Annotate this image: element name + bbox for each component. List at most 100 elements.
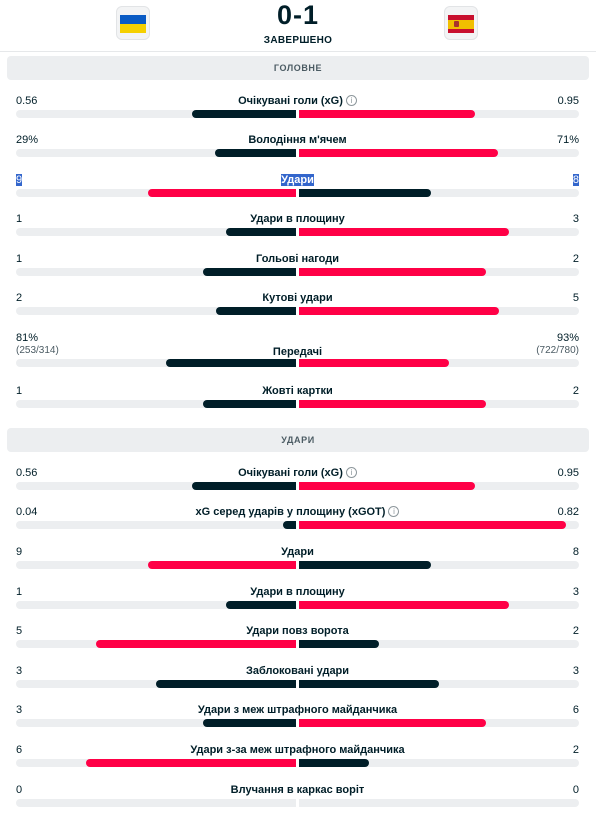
home-bar-fill — [202, 719, 296, 727]
away-value-text: 3 — [572, 213, 579, 225]
stat-comparison-bars — [16, 359, 579, 367]
stat-label: Удари в площину — [16, 213, 579, 225]
stat-label: Удари — [16, 546, 579, 558]
away-bar-fill — [299, 521, 566, 529]
stat-comparison-bars — [16, 110, 579, 118]
home-stat-value: 0 — [16, 784, 22, 796]
stat-label-text: Жовті картки — [262, 385, 333, 397]
info-icon[interactable]: i — [345, 95, 357, 106]
home-bar-fill — [165, 359, 296, 367]
stat-comparison-bars — [16, 482, 579, 490]
away-bar-track — [299, 359, 579, 367]
home-value-text: 1 — [16, 253, 23, 265]
away-bar-fill — [299, 149, 498, 157]
away-value-text: 71% — [556, 134, 579, 146]
away-bar-track — [299, 798, 579, 807]
home-value-text: 29% — [16, 134, 39, 146]
away-stat-value: 2 — [573, 253, 579, 265]
away-stat-value: 5 — [573, 292, 579, 304]
stat-row[interactable]: 1 2 Жовті картки — [16, 385, 579, 411]
info-icon[interactable]: i — [345, 467, 357, 478]
stat-comparison-bars — [16, 759, 579, 767]
home-bar-track — [16, 798, 296, 807]
away-value-text: 2 — [572, 625, 579, 637]
home-bar-fill — [282, 521, 296, 529]
home-stat-value: 1 — [16, 385, 22, 397]
away-stat-value: 3 — [573, 665, 579, 677]
away-stat-value: 3 — [573, 213, 579, 225]
home-bar-fill — [156, 680, 296, 688]
away-bar-fill — [299, 719, 486, 727]
stat-row[interactable]: 6 2 Удари з-за меж штрафного майданчика — [16, 744, 579, 770]
away-value-text: 6 — [572, 704, 579, 716]
away-value-text: 5 — [572, 292, 579, 304]
away-stat-value: 93% (722/780) — [536, 332, 579, 356]
home-value-text: 1 — [16, 213, 23, 225]
stat-comparison-bars — [16, 601, 579, 609]
stat-row[interactable]: 29% 71% Володіння м'ячем — [16, 134, 579, 160]
home-bar-track — [16, 110, 296, 118]
stat-row[interactable]: 0 0 Влучання в каркас воріт — [16, 784, 579, 810]
home-bar-track — [16, 307, 296, 315]
stat-row[interactable]: 0.56 0.95 Очікувані голи (xG) i — [16, 467, 579, 493]
home-bar-track — [16, 521, 296, 529]
match-score: 0-1 — [276, 0, 320, 30]
away-bar-fill — [299, 268, 486, 276]
away-bar-fill — [299, 561, 431, 569]
home-bar-track — [16, 759, 296, 767]
info-icon[interactable]: i — [388, 506, 400, 517]
stat-comparison-bars — [16, 719, 579, 727]
away-bar-track — [299, 307, 579, 315]
stat-label: Очікувані голи (xG) i — [16, 467, 579, 479]
home-bar-fill — [192, 482, 296, 490]
home-bar-fill — [147, 561, 296, 569]
stat-comparison-bars — [16, 798, 579, 807]
stat-row[interactable]: 1 3 Удари в площину — [16, 586, 579, 612]
stat-row[interactable]: 1 2 Гольові нагоди — [16, 253, 579, 279]
away-bar-track — [299, 110, 579, 118]
stat-label: Влучання в каркас воріт — [16, 784, 579, 796]
home-bar-track — [16, 719, 296, 727]
home-bar-track — [16, 268, 296, 276]
stat-label-text: Удари в площину — [250, 213, 345, 225]
stat-comparison-bars — [16, 189, 579, 197]
away-bar-track — [299, 228, 579, 236]
stat-label: Передачі — [16, 346, 579, 358]
stat-row[interactable]: 9 8 Удари — [16, 174, 579, 200]
home-value-text: 1 — [16, 385, 23, 397]
away-stat-value: 8 — [573, 546, 579, 558]
stat-row[interactable]: 0.04 0.82 xG серед ударів у площину (xGOT)… — [16, 506, 579, 532]
section-header: ГОЛОВНЕ — [7, 56, 589, 80]
stat-row[interactable]: 1 3 Удари в площину — [16, 213, 579, 239]
stat-row[interactable]: 9 8 Удари — [16, 546, 579, 572]
stat-row[interactable]: 81% (253/314) 93% (722/780) Передачі — [16, 332, 579, 368]
home-value-text: 9 — [16, 546, 23, 558]
away-stat-value: 8 — [572, 174, 579, 186]
home-stat-value: 1 — [16, 586, 22, 598]
stat-row[interactable]: 3 3 Заблоковані удари — [16, 665, 579, 691]
home-bar-track — [16, 601, 296, 609]
stat-comparison-bars — [16, 307, 579, 315]
stat-label-text: Удари з-за меж штрафного майданчика — [190, 744, 405, 756]
home-stat-value: 1 — [16, 213, 22, 225]
home-team-flag-icon[interactable] — [116, 6, 150, 40]
stat-row[interactable]: 5 2 Удари повз ворота — [16, 625, 579, 651]
stat-comparison-bars — [16, 228, 579, 236]
stat-label-text: Очікувані голи (xG) — [238, 95, 343, 107]
away-team-flag-icon[interactable] — [444, 6, 478, 40]
home-stat-value: 9 — [16, 174, 23, 186]
home-bar-fill — [147, 189, 296, 197]
away-stat-value: 0 — [573, 784, 579, 796]
home-stat-value: 3 — [16, 665, 22, 677]
home-value-text: 2 — [16, 292, 23, 304]
stat-row[interactable]: 3 6 Удари з меж штрафного майданчика — [16, 704, 579, 730]
away-bar-fill — [299, 228, 509, 236]
away-stat-value: 2 — [573, 744, 579, 756]
stat-label-text: Удари в площину — [250, 586, 345, 598]
stat-row[interactable]: 2 5 Кутові удари — [16, 292, 579, 318]
home-stat-value: 29% — [16, 134, 38, 146]
away-bar-track — [299, 719, 579, 727]
away-value-text: 0.95 — [557, 467, 579, 479]
stat-row[interactable]: 0.56 0.95 Очікувані голи (xG) i — [16, 95, 579, 121]
stat-label: Жовті картки — [16, 385, 579, 397]
